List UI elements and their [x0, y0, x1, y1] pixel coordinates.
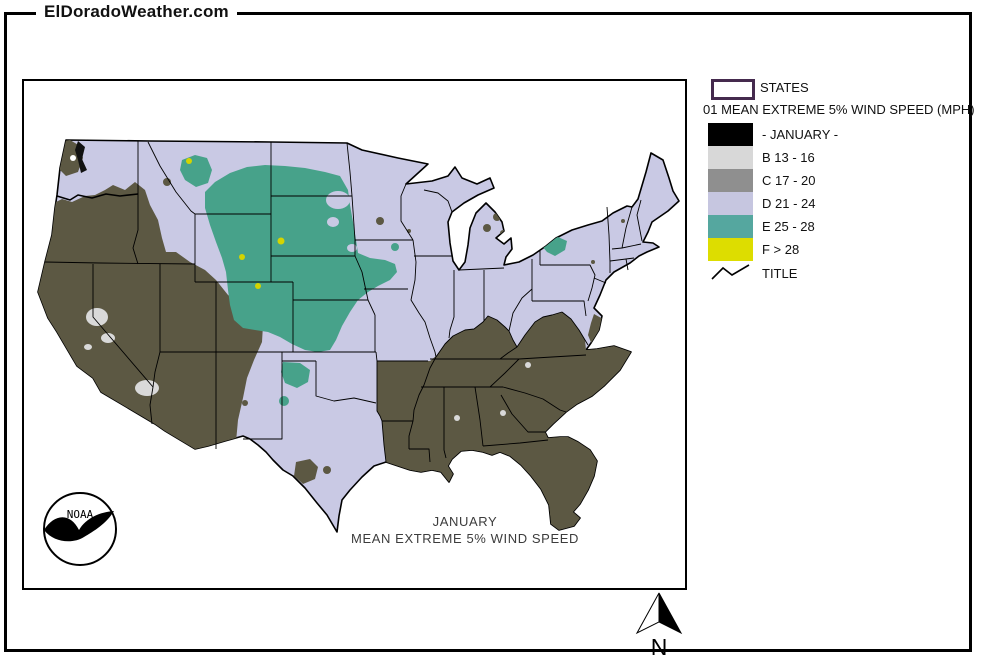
- region-central-teal: [205, 165, 397, 352]
- olive-dot: [621, 219, 625, 223]
- region-stexas: [294, 459, 318, 484]
- gray-patch: [84, 344, 92, 350]
- olive-dot: [591, 260, 595, 264]
- state-borders: [44, 141, 643, 463]
- noaa-logo-text: NOAA: [67, 508, 94, 521]
- legend-item-title: TITLE: [708, 261, 838, 285]
- site-title: ElDoradoWeather.com: [36, 2, 237, 22]
- teal-dot: [391, 243, 399, 251]
- north-arrow: N: [635, 592, 683, 660]
- zigzag-line-icon: [711, 264, 750, 280]
- olive-dot: [500, 230, 506, 236]
- region-okpanhandle-teal: [281, 362, 310, 388]
- teal-hole: [326, 191, 350, 209]
- yellow-dot: [239, 254, 245, 260]
- swatch-c: [708, 169, 753, 192]
- legend-item-label: D 21 - 24: [762, 196, 816, 211]
- legend-item-label: B 13 - 16: [762, 150, 815, 165]
- yellow-dot: [277, 237, 285, 245]
- legend-item-b: B 13 - 16: [708, 146, 838, 169]
- legend-item-label: C 17 - 20: [762, 173, 816, 188]
- states-swatch: [711, 79, 755, 100]
- gray-patch: [525, 362, 531, 368]
- states-label: STATES: [760, 80, 809, 95]
- legend-item-january: - JANUARY -: [708, 123, 838, 146]
- teal-hole: [347, 244, 357, 252]
- legend-item-label: TITLE: [762, 265, 798, 281]
- swatch-f: [708, 238, 753, 261]
- gray-patch: [500, 410, 506, 416]
- swatch-b: [708, 146, 753, 169]
- map-caption-line1: JANUARY: [432, 514, 498, 529]
- legend-item-label: F > 28: [762, 242, 800, 257]
- olive-dot: [323, 466, 331, 474]
- legend-item-f: F > 28: [708, 238, 838, 261]
- yellow-dot: [255, 283, 261, 289]
- legend-item-d: D 21 - 24: [708, 192, 838, 215]
- map-caption-line2: MEAN EXTREME 5% WIND SPEED: [351, 531, 579, 546]
- olive-dot: [457, 334, 465, 342]
- teal-hole: [327, 217, 339, 227]
- olive-dot: [376, 217, 384, 225]
- gray-patch: [86, 308, 108, 326]
- noaa-logo: NOAA: [43, 492, 117, 566]
- puget-dot: [70, 155, 76, 161]
- gray-patch: [101, 333, 115, 343]
- legend-item-c: C 17 - 20: [708, 169, 838, 192]
- region-southeast-high: [377, 312, 631, 530]
- north-arrow-label: N: [651, 634, 668, 660]
- swatch-e: [708, 215, 753, 238]
- noaa-bird-icon: [44, 511, 114, 542]
- gray-patch: [135, 380, 159, 396]
- legend-item-label: E 25 - 28: [762, 219, 815, 234]
- puget-sound: [75, 141, 87, 173]
- legend-rows: - JANUARY - B 13 - 16 C 17 - 20 D 21 - 2…: [708, 123, 838, 285]
- region-delmarva: [588, 314, 603, 345]
- teal-dot: [279, 396, 289, 406]
- olive-dot: [242, 400, 248, 406]
- olive-dot: [483, 224, 491, 232]
- yellow-dot: [186, 158, 192, 164]
- region-west-high: [38, 182, 263, 451]
- legend-item-label: - JANUARY -: [762, 127, 839, 142]
- swatch-d: [708, 192, 753, 215]
- swatch-january: [708, 123, 753, 146]
- legend-layer-title: 01 MEAN EXTREME 5% WIND SPEED (MPH): [703, 102, 975, 117]
- gray-patch: [454, 415, 460, 421]
- legend-item-e: E 25 - 28: [708, 215, 838, 238]
